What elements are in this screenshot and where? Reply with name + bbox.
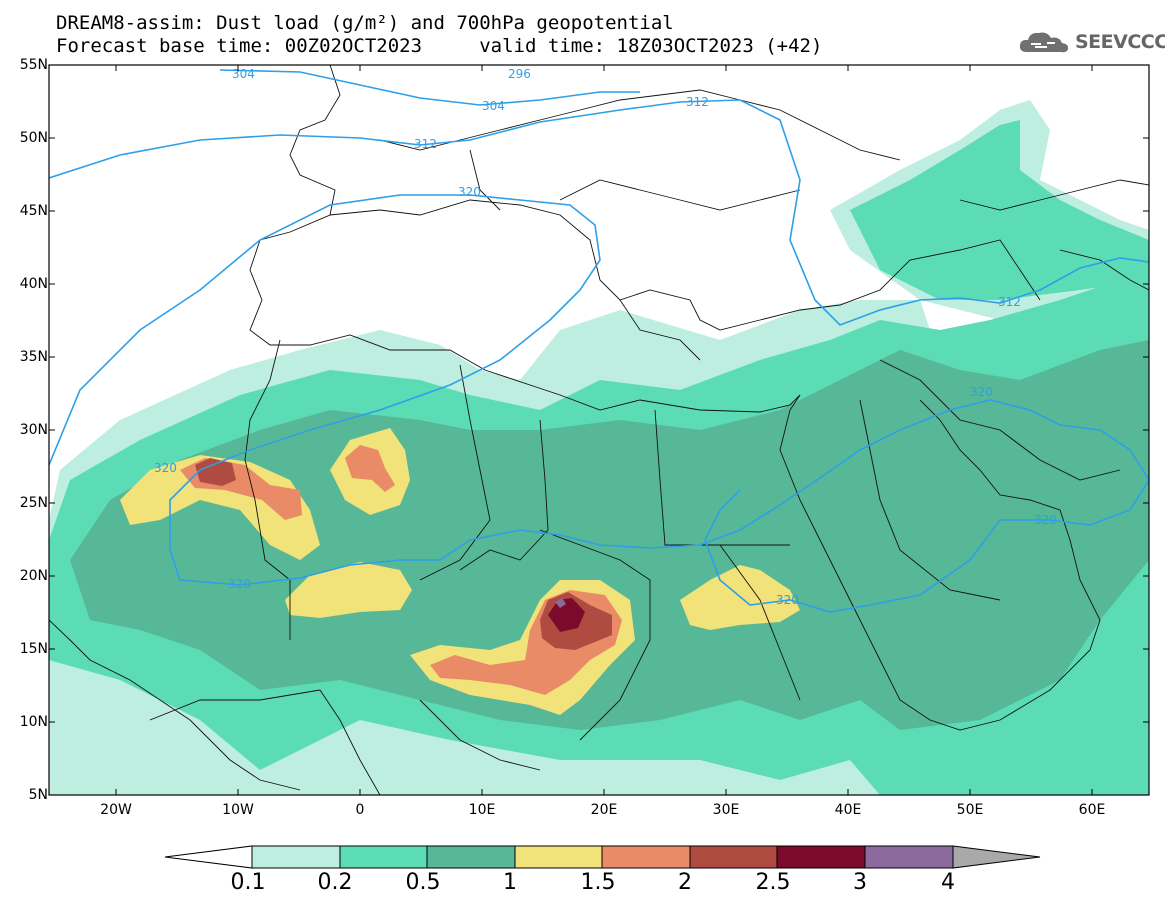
lon-label: 10E (468, 802, 496, 818)
chart-subtitle: Forecast base time: 00Z02OCT2023 valid t… (56, 35, 823, 57)
contour-label: 312 (998, 295, 1021, 309)
lat-label: 5N (28, 787, 48, 803)
contour-label: 320 (228, 577, 251, 591)
lat-label: 40N (19, 276, 48, 292)
contour-label: 296 (508, 67, 531, 81)
lat-label: 20N (19, 568, 48, 584)
contour-label: 320 (970, 385, 993, 399)
contour-label: 304 (482, 99, 505, 113)
lon-label: 30E (712, 802, 740, 818)
lon-label: 40E (834, 802, 862, 818)
contour-labels: 304 296 304 312 312 320 312 320 320 320 … (154, 67, 1057, 607)
colorbar-label: 0.2 (317, 870, 353, 895)
lat-label: 10N (19, 714, 48, 730)
dust-band-3 (555, 598, 566, 608)
colorbar-label: 3 (853, 870, 867, 895)
axis-ticks (49, 64, 1149, 796)
colorbar-label: 2 (678, 870, 692, 895)
lat-label: 35N (19, 349, 48, 365)
seevccc-logo: SEEVCCC (1017, 27, 1165, 57)
lon-label: 60E (1078, 802, 1106, 818)
lon-label: 0 (355, 802, 365, 818)
lat-label: 50N (19, 130, 48, 146)
dust-band-2-west (195, 458, 236, 486)
colorbar-label: 0.5 (405, 870, 441, 895)
lat-label: 15N (19, 641, 48, 657)
cloud-icon (1019, 32, 1069, 53)
colorbar-label: 1 (503, 870, 517, 895)
dust-band-1-west (120, 455, 320, 560)
lon-label: 20E (590, 802, 618, 818)
lat-label: 30N (19, 422, 48, 438)
lat-label: 55N (19, 57, 48, 73)
contour-label: 312 (686, 95, 709, 109)
lat-label: 45N (19, 203, 48, 219)
contour-304 (219, 69, 640, 106)
contour-label: 320 (154, 461, 177, 475)
contour-label: 320 (458, 185, 481, 199)
colorbar-label: 0.1 (230, 870, 266, 895)
contour-320 (49, 194, 1149, 613)
contour-label: 312 (414, 137, 437, 151)
dust-band-1.5-algeria (345, 445, 395, 492)
contour-label: 304 (232, 67, 255, 81)
chart-title: DREAM8-assim: Dust load (g/m²) and 700hP… (56, 12, 674, 34)
colorbar-label: 2.5 (755, 870, 791, 895)
colorbar-label: 1.5 (580, 870, 616, 895)
contour-312 (49, 99, 1149, 326)
lat-label: 25N (19, 495, 48, 511)
colorbar-label: 4 (941, 870, 955, 895)
contour-label: 320 (1034, 513, 1057, 527)
logo-text: SEEVCCC (1075, 31, 1165, 53)
lon-label: 20W (100, 802, 132, 818)
lon-label: 10W (222, 802, 254, 818)
lon-label: 50E (956, 802, 984, 818)
geopotential-contours (49, 69, 1149, 613)
dust-band-2.5 (548, 598, 585, 632)
dust-band-1-mali (285, 562, 412, 618)
contour-label: 320 (776, 593, 799, 607)
coastlines-borders (49, 65, 1149, 795)
dust-band-0.5 (70, 340, 1149, 730)
dust-shading (49, 100, 1149, 795)
